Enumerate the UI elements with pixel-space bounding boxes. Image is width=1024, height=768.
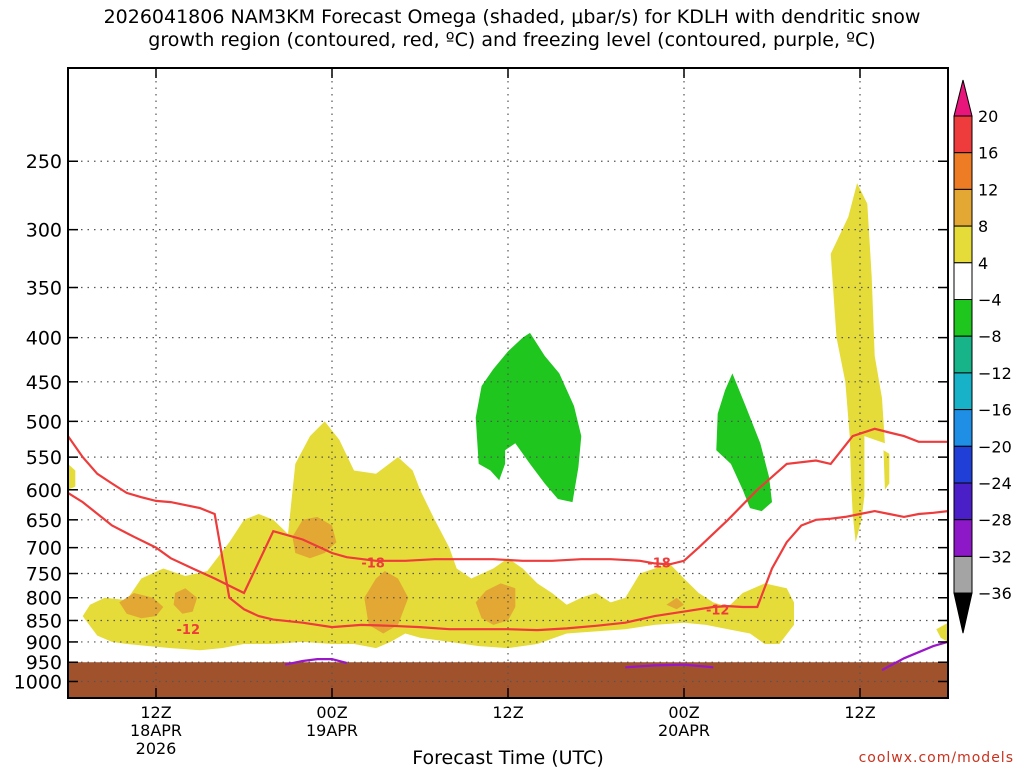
omega-region-yellow-sliver [883, 450, 890, 490]
contour-label: -18 [647, 556, 671, 571]
omega-region-yellow-edge [68, 463, 76, 490]
colorbar-label: −4 [978, 291, 1002, 310]
omega-region-orange-1 [119, 593, 164, 619]
colorbar-label: 8 [978, 217, 988, 236]
x-tick-label: 12Z [140, 703, 171, 722]
y-tick-label: 500 [26, 411, 62, 433]
y-tick-label: 250 [26, 151, 62, 173]
x-tick-label: 20APR [658, 721, 710, 740]
colorbar-swatch [953, 372, 973, 411]
contour-label: -12 [177, 623, 201, 638]
omega-region-yellow-corner [936, 622, 948, 642]
colorbar-label: −16 [978, 401, 1012, 420]
omega-region-orange-2 [173, 588, 198, 614]
x-tick-label: 12Z [492, 703, 523, 722]
axes-layer: 2503003504004505005506006507007508008509… [14, 68, 948, 758]
y-tick-label: 450 [26, 372, 62, 394]
colorbar-swatch [953, 152, 973, 190]
colorbar-swatch [953, 225, 973, 264]
colorbar-label: −32 [978, 547, 1012, 566]
y-tick-label: 300 [26, 220, 62, 242]
y-tick-label: 800 [26, 588, 62, 610]
colorbar-swatch [953, 519, 973, 557]
colorbar-label: 20 [978, 107, 998, 126]
colorbar-label: −36 [978, 584, 1012, 603]
x-tick-label: 2026 [136, 739, 177, 758]
omega-region-green-1 [475, 332, 582, 503]
colorbar-label: 16 [978, 144, 998, 163]
freezing-level-line [881, 640, 948, 672]
colorbar-label: −12 [978, 364, 1012, 383]
y-tick-label: 400 [26, 328, 62, 350]
omega-region-orange-6 [666, 597, 684, 610]
chart-title-line1: 2026041806 NAM3KM Forecast Omega (shaded… [103, 6, 921, 28]
omega-region-yellow-upper [830, 183, 885, 543]
grid-layer [68, 68, 948, 698]
y-tick-label: 650 [26, 510, 62, 532]
chart-title: 2026041806 NAM3KM Forecast Omega (shaded… [0, 6, 1024, 52]
x-tick-label: 19APR [306, 721, 358, 740]
colorbar-swatch [953, 262, 973, 300]
omega-region-orange-5 [475, 583, 516, 625]
colorbar-label: 4 [978, 254, 988, 273]
x-tick-label: 00Z [668, 703, 699, 722]
colorbar-swatch [953, 335, 973, 374]
x-tick-label: 12Z [844, 703, 875, 722]
colorbar-label: −20 [978, 437, 1012, 456]
y-tick-label: 550 [26, 447, 62, 469]
credit-text: coolwx.com/models [858, 750, 1014, 766]
x-axis-label: Forecast Time (UTC) [412, 747, 603, 768]
freezing-level-line [284, 658, 347, 666]
contour-layer: -18 -18 -12 -12 [68, 427, 948, 672]
y-tick-label: 700 [26, 538, 62, 560]
y-tick-label: 600 [26, 480, 62, 502]
contour-label: -18 [361, 556, 385, 571]
omega-region-green-2 [716, 373, 772, 512]
colorbar: 20 16 12 8 4 −4 −8 −12 −16 −20 −24 −28 −32 −36 [953, 79, 1012, 634]
x-tick-label: 18APR [130, 721, 182, 740]
freezing-level-line [625, 663, 714, 669]
colorbar-swatch [953, 409, 973, 447]
omega-region-orange-4 [364, 571, 409, 634]
colorbar-swatch [953, 188, 973, 227]
colorbar-bottom-arrow [953, 592, 973, 634]
colorbar-label: 12 [978, 180, 998, 199]
colorbar-label: −8 [978, 327, 1002, 346]
x-tick-label: 00Z [316, 703, 347, 722]
omega-region-yellow-lower [82, 421, 794, 651]
y-tick-label: 350 [26, 278, 62, 300]
omega-shading-layer [68, 183, 948, 698]
contour-label: -12 [706, 603, 730, 618]
colorbar-top-arrow [953, 79, 973, 117]
colorbar-swatch [953, 115, 973, 154]
colorbar-swatch [953, 482, 973, 521]
y-tick-label: 950 [26, 652, 62, 674]
colorbar-label: −24 [978, 474, 1012, 493]
colorbar-swatch [953, 555, 973, 594]
chart-title-line2: growth region (contoured, red, ºC) and f… [148, 29, 876, 51]
colorbar-swatch [953, 445, 973, 484]
isotherm-minus12-line [68, 435, 948, 632]
colorbar-swatch [953, 299, 973, 337]
colorbar-label: −28 [978, 511, 1012, 530]
y-tick-label: 850 [26, 610, 62, 632]
y-tick-label: 900 [26, 632, 62, 654]
isotherm-minus18-line [68, 427, 948, 595]
y-tick-label: 1000 [14, 671, 62, 693]
y-tick-label: 750 [26, 564, 62, 586]
